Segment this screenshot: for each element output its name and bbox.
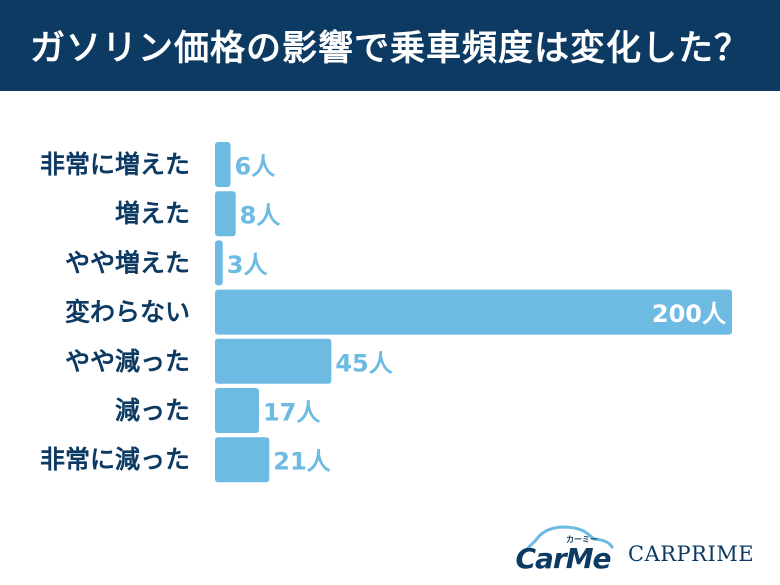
- value-label: 21人: [273, 448, 330, 476]
- bar: [215, 388, 259, 433]
- bar: [215, 289, 732, 335]
- bar: [215, 191, 236, 237]
- bar: [215, 338, 332, 384]
- carme-logo-text: CarMe: [515, 542, 611, 575]
- value-label: 17人: [263, 399, 320, 427]
- value-label: 8人: [240, 202, 281, 230]
- value-label: 3人: [227, 251, 268, 279]
- page-title: ガソリン価格の影響で乗車頻度は変化した？: [0, 0, 780, 91]
- value-label: 6人: [235, 153, 276, 181]
- category-label: やや減った: [65, 347, 190, 376]
- bar: [215, 437, 270, 483]
- carme-kana-text: カーミー: [566, 535, 598, 544]
- category-label: 増えた: [115, 199, 190, 228]
- value-label: 45人: [335, 349, 392, 377]
- bar: [215, 142, 231, 187]
- carme-logo: カーミー CarMe: [508, 520, 618, 578]
- category-label: やや増えた: [65, 248, 190, 277]
- category-label: 減った: [115, 396, 190, 425]
- logos: カーミー CarMe CARPRIME: [500, 520, 770, 580]
- bar: [215, 240, 223, 286]
- carprime-logo: CARPRIME: [628, 542, 755, 566]
- category-label: 非常に増えた: [40, 150, 190, 179]
- category-label: 変わらない: [65, 298, 190, 327]
- value-label: 200人: [652, 300, 726, 328]
- category-label: 非常に減った: [40, 445, 190, 474]
- car-outline-icon: [526, 525, 614, 550]
